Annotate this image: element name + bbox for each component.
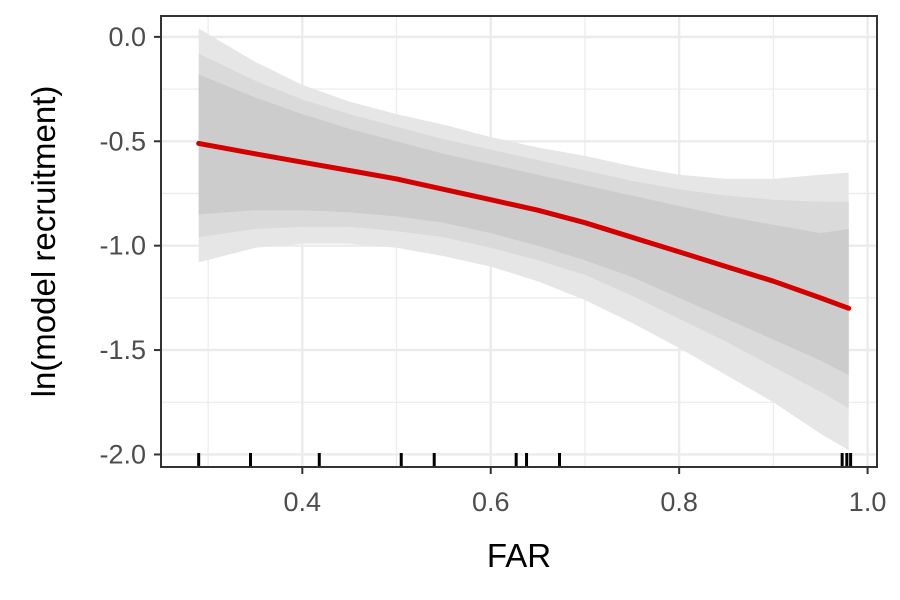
y-tick-label: -2.0 bbox=[99, 439, 146, 469]
y-axis-title: ln(model recruitment) bbox=[25, 86, 62, 398]
y-tick-label: 0.0 bbox=[108, 22, 146, 52]
x-tick-label: 1.0 bbox=[849, 487, 887, 517]
panel-border bbox=[160, 15, 878, 468]
x-axis-ticks: 0.4 0.6 0.8 1.0 bbox=[284, 467, 887, 517]
fit-line-group bbox=[196, 140, 852, 311]
confidence-bands bbox=[198, 28, 849, 451]
x-axis-title: FAR bbox=[487, 537, 551, 574]
fit-line bbox=[196, 140, 852, 311]
x-tick-label: 0.6 bbox=[472, 487, 510, 517]
rug-marks bbox=[197, 453, 853, 467]
y-axis-ticks: 0.0 -0.5 -1.0 -1.5 -2.0 bbox=[99, 22, 161, 469]
y-tick-label: -0.5 bbox=[99, 126, 146, 156]
y-tick-label: -1.0 bbox=[99, 231, 146, 261]
y-tick-label: -1.5 bbox=[99, 335, 146, 365]
x-tick-label: 0.4 bbox=[284, 487, 322, 517]
band-inner bbox=[198, 74, 849, 376]
x-tick-label: 0.8 bbox=[660, 487, 698, 517]
